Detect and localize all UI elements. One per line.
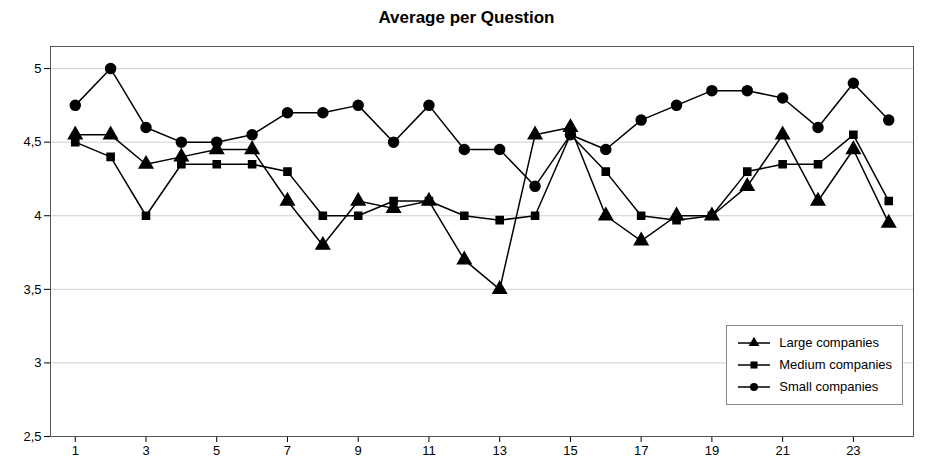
svg-text:7: 7 [284, 443, 291, 458]
svg-text:4,5: 4,5 [23, 134, 41, 149]
html-text:Small companies: Small companies [779, 379, 879, 394]
svg-text:3,5: 3,5 [23, 281, 41, 296]
svg-text:2,5: 2,5 [23, 429, 41, 444]
svg-text:21: 21 [775, 443, 789, 458]
html-text:Average per Question: Average per Question [378, 8, 555, 27]
svg-text:3: 3 [34, 355, 41, 370]
svg-text:3: 3 [142, 443, 149, 458]
svg-text:4: 4 [34, 208, 41, 223]
svg-text:17: 17 [634, 443, 648, 458]
svg-text:13: 13 [492, 443, 506, 458]
svg-text:5: 5 [34, 61, 41, 76]
svg-text:23: 23 [846, 443, 860, 458]
svg-text:5: 5 [213, 443, 220, 458]
html-text:Medium companies: Medium companies [779, 357, 892, 372]
html-text:Large companies: Large companies [779, 335, 879, 350]
svg-text:1: 1 [72, 443, 79, 458]
svg-text:19: 19 [705, 443, 719, 458]
svg-text:11: 11 [422, 443, 436, 458]
svg-text:15: 15 [563, 443, 577, 458]
svg-text:9: 9 [355, 443, 362, 458]
